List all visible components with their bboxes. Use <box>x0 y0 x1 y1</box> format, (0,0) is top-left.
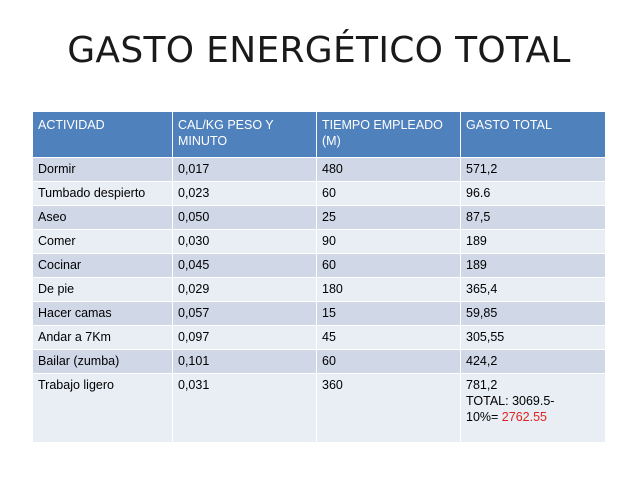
cell-gasto: 59,85 <box>460 301 606 326</box>
total-adjusted-line: 10%= 2762.55 <box>466 409 600 425</box>
cell-gasto-total-summary: 781,2 TOTAL: 3069.5- 10%= 2762.55 <box>460 373 606 443</box>
cell-tiempo: 45 <box>316 325 461 350</box>
table-row: Dormir 0,017 480 571,2 <box>32 157 606 182</box>
page-title: GASTO ENERGÉTICO TOTAL <box>67 30 571 71</box>
cell-actividad: Cocinar <box>32 253 173 278</box>
table-row: Trabajo ligero 0,031 360 781,2 TOTAL: 30… <box>32 373 606 443</box>
total-adjusted-prefix: 10%= <box>466 410 502 424</box>
table-row: Tumbado despierto 0,023 60 96.6 <box>32 181 606 206</box>
cell-actividad: Andar a 7Km <box>32 325 173 350</box>
cell-tiempo: 360 <box>316 373 461 443</box>
table-row: Cocinar 0,045 60 189 <box>32 253 606 278</box>
total-adjusted-value: 2762.55 <box>501 410 547 424</box>
table-row: Aseo 0,050 25 87,5 <box>32 205 606 230</box>
cell-cal-kg: 0,023 <box>172 181 317 206</box>
cell-actividad: Dormir <box>32 157 173 182</box>
cell-tiempo: 60 <box>316 253 461 278</box>
table-row: Hacer camas 0,057 15 59,85 <box>32 301 606 326</box>
header-cal-kg: CAL/KG PESO Y MINUTO <box>172 111 317 158</box>
table-header-row: ACTIVIDAD CAL/KG PESO Y MINUTO TIEMPO EM… <box>32 111 606 158</box>
cell-tiempo: 25 <box>316 205 461 230</box>
energy-expenditure-table: ACTIVIDAD CAL/KG PESO Y MINUTO TIEMPO EM… <box>32 111 606 443</box>
table-row: Comer 0,030 90 189 <box>32 229 606 254</box>
cell-cal-kg: 0,050 <box>172 205 317 230</box>
cell-cal-kg: 0,030 <box>172 229 317 254</box>
cell-actividad: Tumbado despierto <box>32 181 173 206</box>
cell-actividad: De pie <box>32 277 173 302</box>
cell-tiempo: 180 <box>316 277 461 302</box>
cell-tiempo: 60 <box>316 181 461 206</box>
cell-tiempo: 60 <box>316 349 461 374</box>
header-actividad: ACTIVIDAD <box>32 111 173 158</box>
cell-gasto: 571,2 <box>460 157 606 182</box>
cell-cal-kg: 0,045 <box>172 253 317 278</box>
cell-actividad: Aseo <box>32 205 173 230</box>
table-row: Bailar (zumba) 0,101 60 424,2 <box>32 349 606 374</box>
cell-gasto: 305,55 <box>460 325 606 350</box>
cell-tiempo: 15 <box>316 301 461 326</box>
cell-actividad: Hacer camas <box>32 301 173 326</box>
cell-cal-kg: 0,057 <box>172 301 317 326</box>
cell-cal-kg: 0,101 <box>172 349 317 374</box>
cell-cal-kg: 0,097 <box>172 325 317 350</box>
header-tiempo: TIEMPO EMPLEADO (M) <box>316 111 461 158</box>
header-gasto-total: GASTO TOTAL <box>460 111 606 158</box>
cell-tiempo: 480 <box>316 157 461 182</box>
cell-gasto: 96.6 <box>460 181 606 206</box>
cell-actividad: Comer <box>32 229 173 254</box>
cell-actividad: Bailar (zumba) <box>32 349 173 374</box>
cell-cal-kg: 0,031 <box>172 373 317 443</box>
table-row: Andar a 7Km 0,097 45 305,55 <box>32 325 606 350</box>
cell-gasto: 781,2 <box>466 378 498 392</box>
cell-tiempo: 90 <box>316 229 461 254</box>
total-sum-text: TOTAL: 3069.5- <box>466 394 555 408</box>
cell-cal-kg: 0,017 <box>172 157 317 182</box>
table-row: De pie 0,029 180 365,4 <box>32 277 606 302</box>
cell-gasto: 365,4 <box>460 277 606 302</box>
cell-cal-kg: 0,029 <box>172 277 317 302</box>
cell-gasto: 424,2 <box>460 349 606 374</box>
cell-gasto: 189 <box>460 253 606 278</box>
cell-gasto: 87,5 <box>460 205 606 230</box>
cell-actividad: Trabajo ligero <box>32 373 173 443</box>
cell-gasto: 189 <box>460 229 606 254</box>
